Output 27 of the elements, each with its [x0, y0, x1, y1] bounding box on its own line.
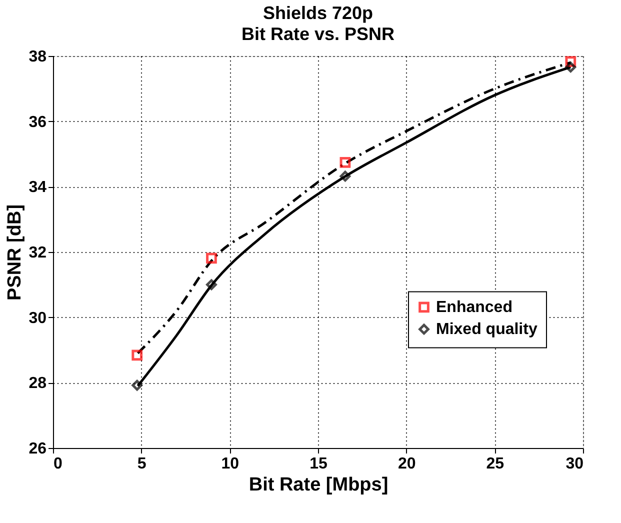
point — [565, 62, 576, 73]
x-axis-title: Bit Rate [Mbps] — [248, 474, 388, 496]
x-tick-label: 10 — [221, 456, 240, 472]
chart-title: Shields 720p — [262, 3, 374, 23]
x-tick-label: 25 — [486, 456, 504, 472]
point — [132, 350, 143, 361]
legend-label: Mixed quality — [436, 321, 538, 338]
x-tick-label: 15 — [310, 456, 328, 472]
point — [340, 170, 351, 182]
y-axis-title: PSNR [dB] — [4, 204, 26, 301]
point — [206, 252, 217, 264]
y-tick-label: 26 — [28, 440, 47, 458]
point — [132, 380, 143, 391]
x-tick-label: 0 — [54, 456, 62, 472]
chart-subtitle: Bit Rate vs. PSNR — [241, 24, 395, 44]
y-tick-label: 38 — [28, 48, 47, 66]
y-tick-label: 28 — [28, 375, 47, 392]
x-tick-label: 20 — [398, 456, 416, 472]
y-tick-label: 30 — [28, 310, 47, 327]
x-tick-label: 30 — [566, 456, 584, 472]
legend-label: Enhanced — [436, 299, 512, 316]
y-tick-label: 34 — [28, 179, 47, 196]
point — [340, 157, 351, 168]
y-tick-label: 32 — [28, 244, 47, 262]
point — [206, 279, 217, 290]
y-tick-label: 36 — [28, 114, 47, 131]
x-tick-label: 5 — [137, 456, 146, 472]
